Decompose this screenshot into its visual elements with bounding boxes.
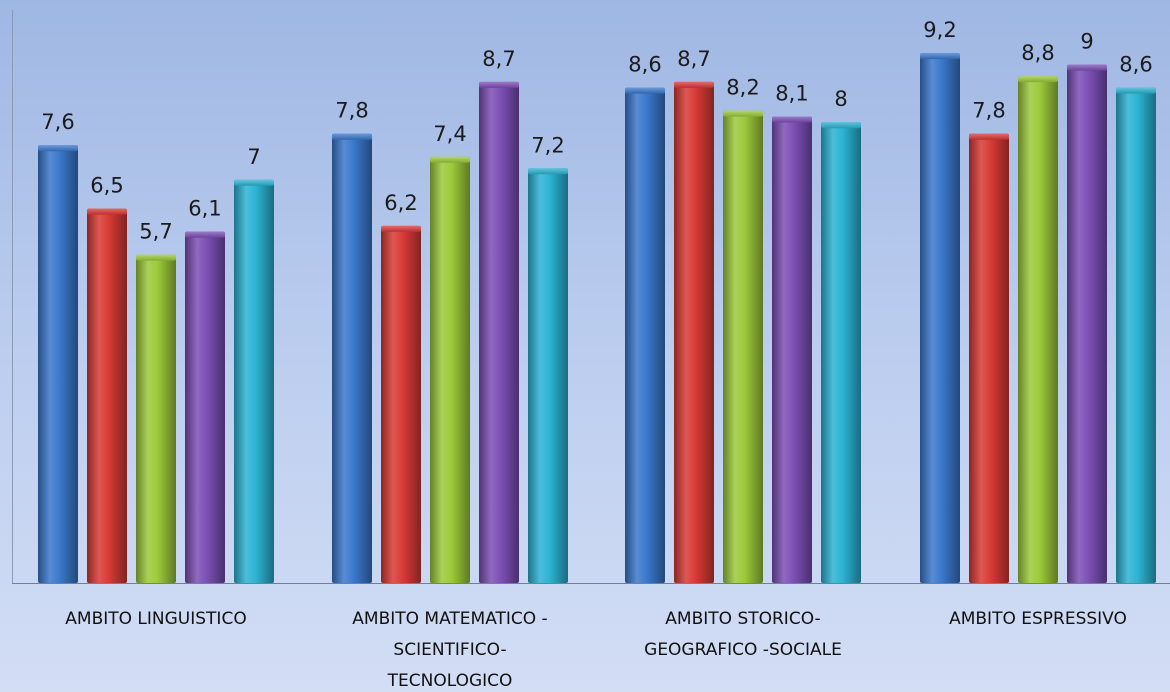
- data-label: 8,6: [628, 53, 661, 77]
- data-label: 7,6: [41, 110, 74, 134]
- data-label: 7,8: [972, 99, 1005, 123]
- bar: [1067, 64, 1107, 584]
- bar-cap: [430, 156, 470, 163]
- bar: [381, 225, 421, 583]
- bar-body: [185, 231, 225, 583]
- data-label: 8,7: [677, 47, 710, 71]
- bar-body: [479, 81, 519, 583]
- bar-cap: [772, 116, 812, 123]
- category-label: AMBITO LINGUISTICO: [65, 609, 246, 629]
- bar: [38, 145, 78, 584]
- data-label: 7,8: [335, 99, 368, 123]
- bar: [821, 122, 861, 583]
- data-label: 6,1: [188, 197, 221, 221]
- data-label: 8,8: [1021, 41, 1054, 65]
- bar-cap: [1116, 87, 1156, 94]
- bar-body: [136, 254, 176, 583]
- category-label-line: SCIENTIFICO-: [393, 640, 506, 660]
- category-label: AMBITO MATEMATICO - SCIENTIFICO- TECNOLOGI…: [352, 609, 547, 691]
- category-label-line: GEOGRAFICO -SOCIALE: [644, 640, 842, 660]
- bar: [136, 254, 176, 583]
- bar: [185, 231, 225, 583]
- data-label: 8,1: [775, 81, 808, 105]
- data-label: 6,2: [384, 191, 417, 215]
- bar-cap: [87, 208, 127, 215]
- bar-body: [1067, 64, 1107, 584]
- data-label: 8: [834, 87, 847, 111]
- bar: [723, 110, 763, 584]
- bar-cap: [38, 145, 78, 152]
- category-label: AMBITO ESPRESSIVO: [949, 609, 1127, 629]
- bar-body: [674, 81, 714, 583]
- category-label-line: AMBITO STORICO-: [665, 609, 820, 629]
- category-label-line: AMBITO LINGUISTICO: [65, 609, 246, 629]
- data-label: 8,2: [726, 76, 759, 100]
- bar-body: [625, 87, 665, 583]
- bar-cap: [723, 110, 763, 117]
- bar: [1116, 87, 1156, 583]
- bar-body: [38, 145, 78, 584]
- bar-body: [332, 133, 372, 583]
- bar-cap: [234, 179, 274, 186]
- bar-body: [723, 110, 763, 584]
- data-label: 9: [1080, 30, 1093, 54]
- bar: [920, 53, 960, 583]
- bar: [332, 133, 372, 583]
- data-label: 5,7: [139, 220, 172, 244]
- bar-body: [821, 122, 861, 583]
- category-label-line: TECNOLOGICO: [387, 671, 513, 691]
- bar-body: [381, 225, 421, 583]
- bar-body: [87, 208, 127, 583]
- bar-cap: [920, 53, 960, 60]
- bar: [87, 208, 127, 583]
- category-label-line: AMBITO MATEMATICO -: [352, 609, 547, 629]
- category-label: AMBITO STORICO- GEOGRAFICO -SOCIALE: [644, 609, 842, 660]
- bar: [528, 168, 568, 583]
- bar-body: [528, 168, 568, 583]
- bar-body: [1116, 87, 1156, 583]
- bar-cap: [969, 133, 1009, 140]
- data-label: 7,2: [531, 133, 564, 157]
- bar-cap: [332, 133, 372, 140]
- bar-body: [772, 116, 812, 583]
- data-label: 7: [247, 145, 260, 169]
- bar: [674, 81, 714, 583]
- bar: [479, 81, 519, 583]
- data-label: 6,5: [90, 174, 123, 198]
- bar-cap: [479, 81, 519, 88]
- bar-body: [920, 53, 960, 583]
- bar-cap: [625, 87, 665, 94]
- bar-cap: [381, 225, 421, 232]
- bar: [772, 116, 812, 583]
- bar: [430, 156, 470, 583]
- data-label: 9,2: [923, 18, 956, 42]
- data-label: 7,4: [433, 122, 466, 146]
- bar: [969, 133, 1009, 583]
- bar: [234, 179, 274, 584]
- bar: [1018, 76, 1058, 584]
- category-label-line: AMBITO ESPRESSIVO: [949, 609, 1127, 629]
- bar-cap: [1067, 64, 1107, 71]
- bar-body: [430, 156, 470, 583]
- bar-cap: [528, 168, 568, 175]
- bar-body: [969, 133, 1009, 583]
- data-label: 8,6: [1119, 53, 1152, 77]
- bar-cap: [1018, 76, 1058, 83]
- bar-cap: [821, 122, 861, 129]
- bar-body: [1018, 76, 1058, 584]
- data-label: 8,7: [482, 47, 515, 71]
- bar-cap: [136, 254, 176, 261]
- bar-body: [234, 179, 274, 584]
- bar: [625, 87, 665, 583]
- bar-cap: [185, 231, 225, 238]
- bar-cap: [674, 81, 714, 88]
